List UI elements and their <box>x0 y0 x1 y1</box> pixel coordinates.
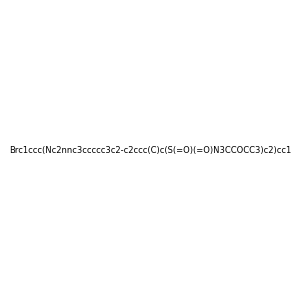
Text: Brc1ccc(Nc2nnc3ccccc3c2-c2ccc(C)c(S(=O)(=O)N3CCOCC3)c2)cc1: Brc1ccc(Nc2nnc3ccccc3c2-c2ccc(C)c(S(=O)(… <box>9 146 291 154</box>
